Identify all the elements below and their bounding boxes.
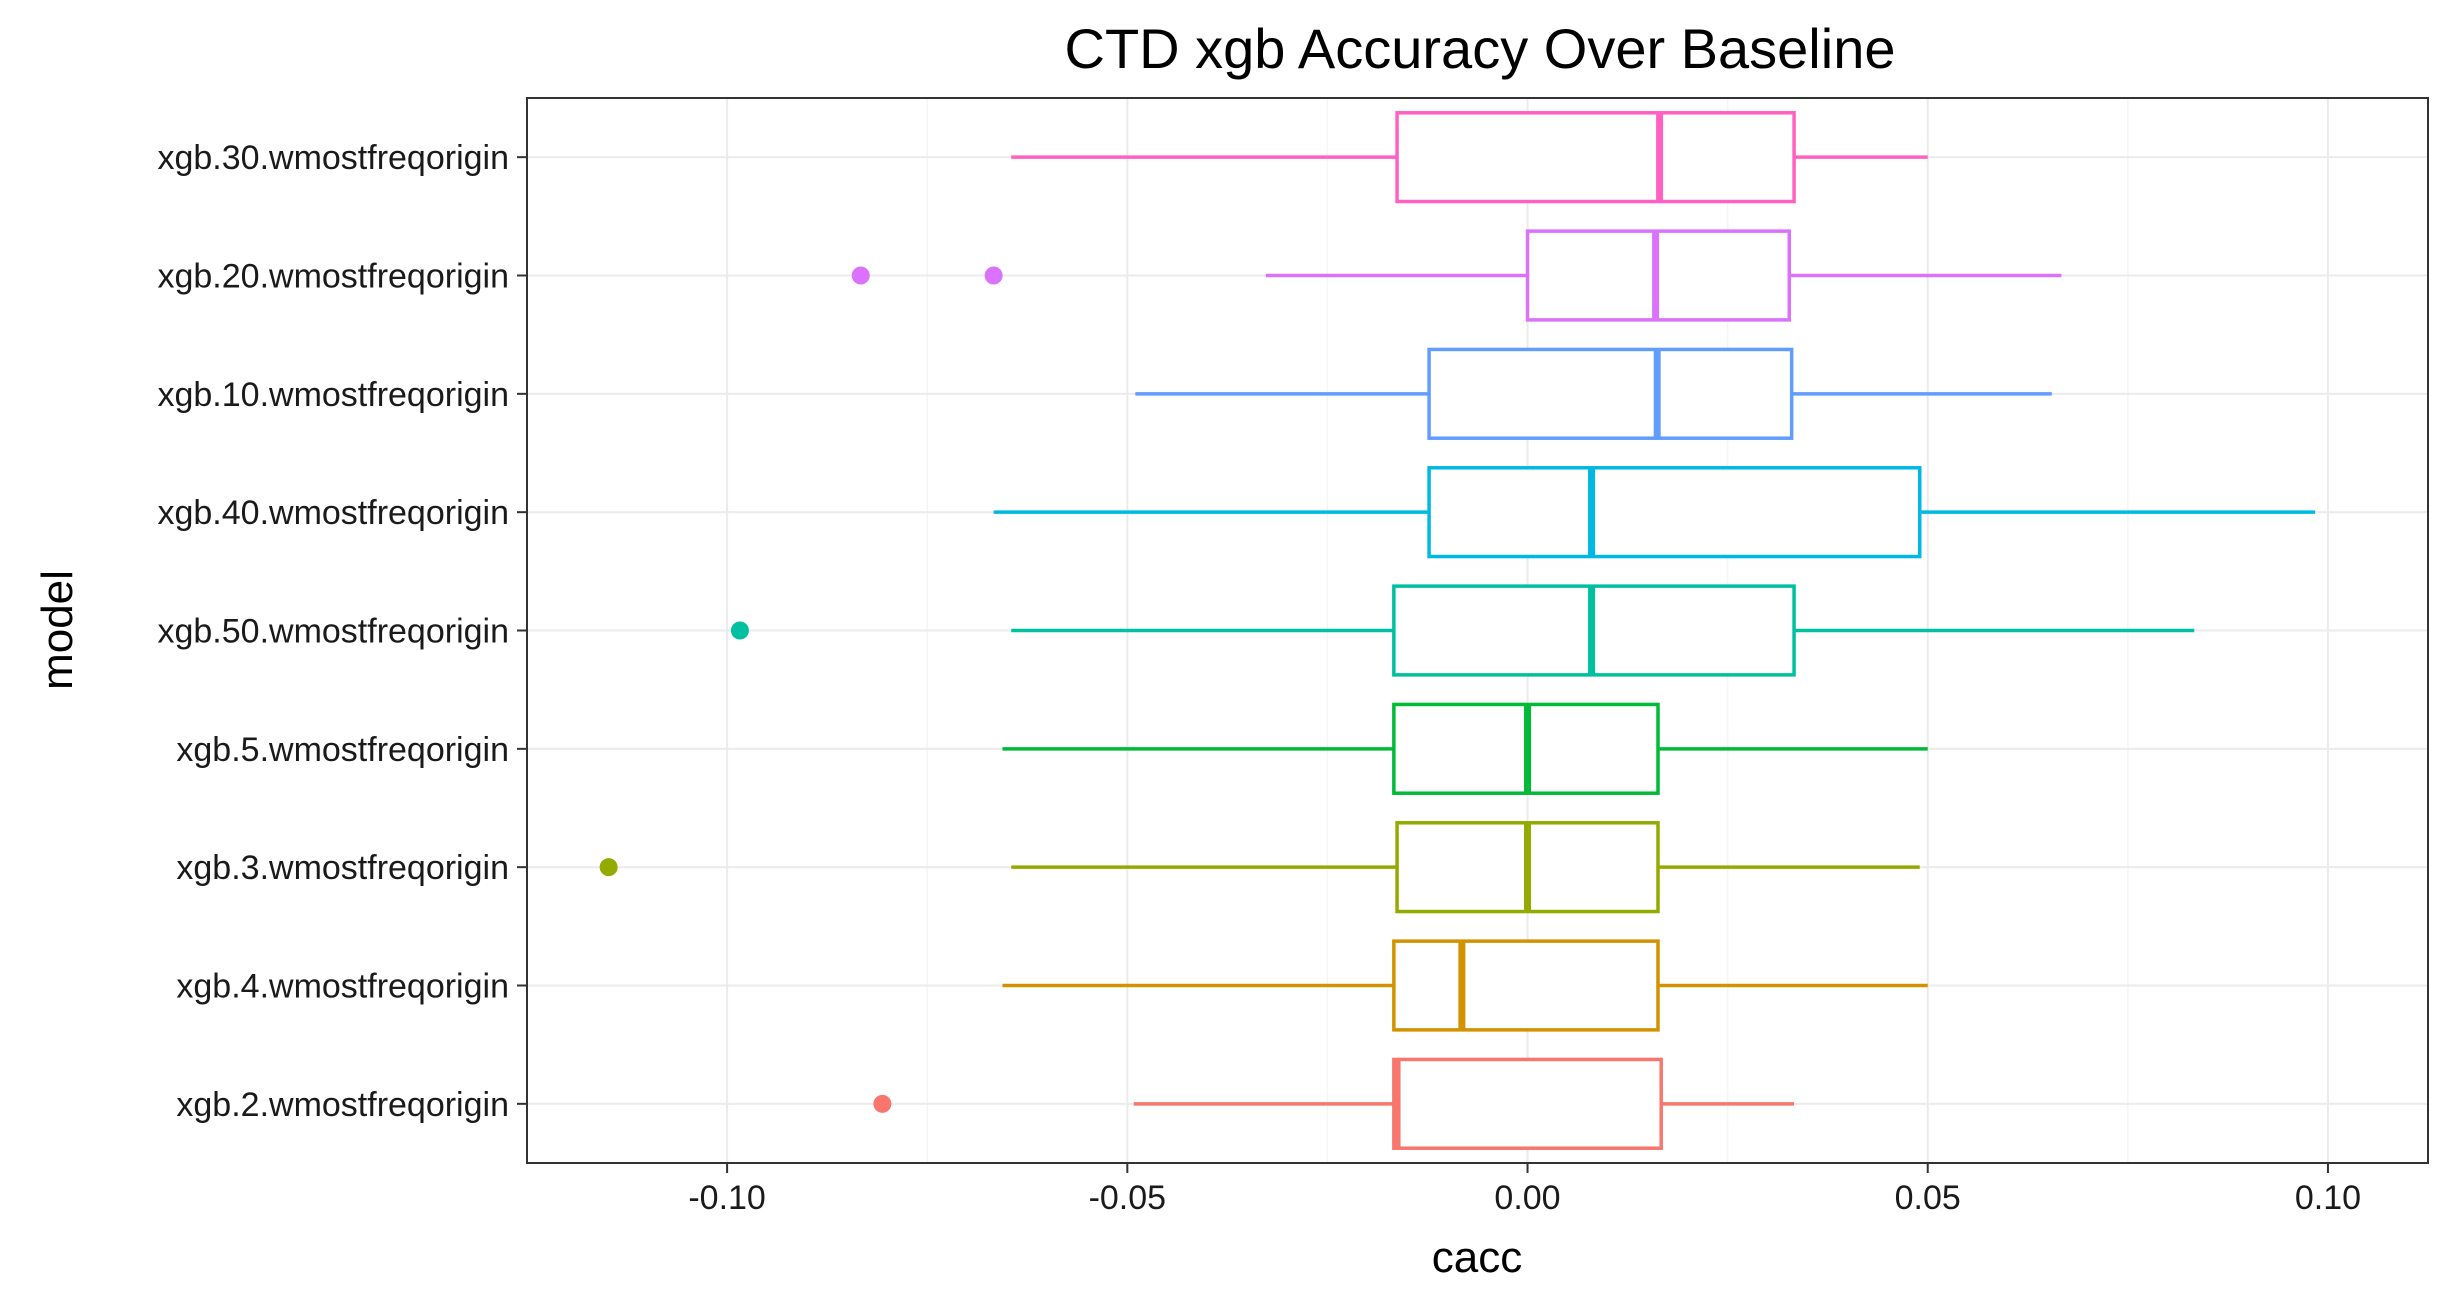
- y-tick-label: xgb.50.wmostfreqorigin: [157, 613, 509, 651]
- outlier-point: [984, 266, 1003, 285]
- box-iqr: [1427, 466, 1922, 559]
- box-xgb.3.wmostfreqorigin: [599, 821, 1920, 914]
- box-iqr: [1392, 939, 1660, 1032]
- x-axis: -0.10 -0.05 0.00 0.05 0.10: [688, 1163, 2361, 1217]
- box-xgb.2.wmostfreqorigin: [873, 1057, 1795, 1150]
- y-tick-label: xgb.40.wmostfreqorigin: [157, 494, 509, 532]
- outlier-point: [851, 266, 870, 285]
- y-axis-title: model: [33, 570, 82, 690]
- outlier-point: [730, 621, 749, 640]
- y-tick-label: xgb.5.wmostfreqorigin: [176, 731, 509, 769]
- box-xgb.30.wmostfreqorigin: [1011, 111, 1928, 204]
- box-iqr: [1427, 347, 1794, 440]
- x-tick-label: 0.05: [1895, 1179, 1961, 1217]
- y-tick-label: xgb.20.wmostfreqorigin: [157, 258, 509, 296]
- y-tick-label: xgb.10.wmostfreqorigin: [157, 376, 509, 414]
- outlier-point: [599, 858, 618, 877]
- x-axis-title: cacc: [1432, 1233, 1522, 1282]
- chart-title: CTD xgb Accuracy Over Baseline: [1065, 17, 1896, 80]
- box-xgb.20.wmostfreqorigin: [851, 229, 2062, 322]
- box-iqr: [1395, 111, 1796, 204]
- box-xgb.50.wmostfreqorigin: [730, 584, 2195, 677]
- y-tick-label: xgb.4.wmostfreqorigin: [176, 968, 509, 1006]
- x-tick-label: 0.00: [1494, 1179, 1560, 1217]
- y-tick-label: xgb.30.wmostfreqorigin: [157, 139, 509, 177]
- x-tick-label: -0.05: [1089, 1179, 1167, 1217]
- box-xgb.10.wmostfreqorigin: [1135, 347, 2052, 440]
- y-axis: xgb.30.wmostfreqorigin xgb.20.wmostfreqor…: [157, 139, 527, 1124]
- box-series: [599, 111, 2316, 1150]
- x-tick-label: -0.10: [688, 1179, 766, 1217]
- box-xgb.5.wmostfreqorigin: [1002, 702, 1928, 795]
- x-tick-label: 0.10: [2295, 1179, 2361, 1217]
- y-tick-label: xgb.3.wmostfreqorigin: [176, 849, 509, 887]
- box-xgb.4.wmostfreqorigin: [1002, 939, 1928, 1032]
- box-xgb.40.wmostfreqorigin: [993, 466, 2316, 559]
- y-tick-label: xgb.2.wmostfreqorigin: [176, 1086, 509, 1124]
- box-iqr: [1392, 1057, 1663, 1150]
- outlier-point: [873, 1094, 892, 1113]
